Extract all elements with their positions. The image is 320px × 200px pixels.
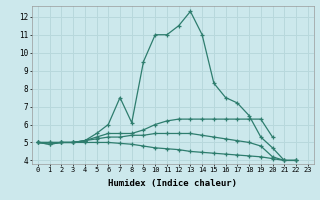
X-axis label: Humidex (Indice chaleur): Humidex (Indice chaleur) [108,179,237,188]
